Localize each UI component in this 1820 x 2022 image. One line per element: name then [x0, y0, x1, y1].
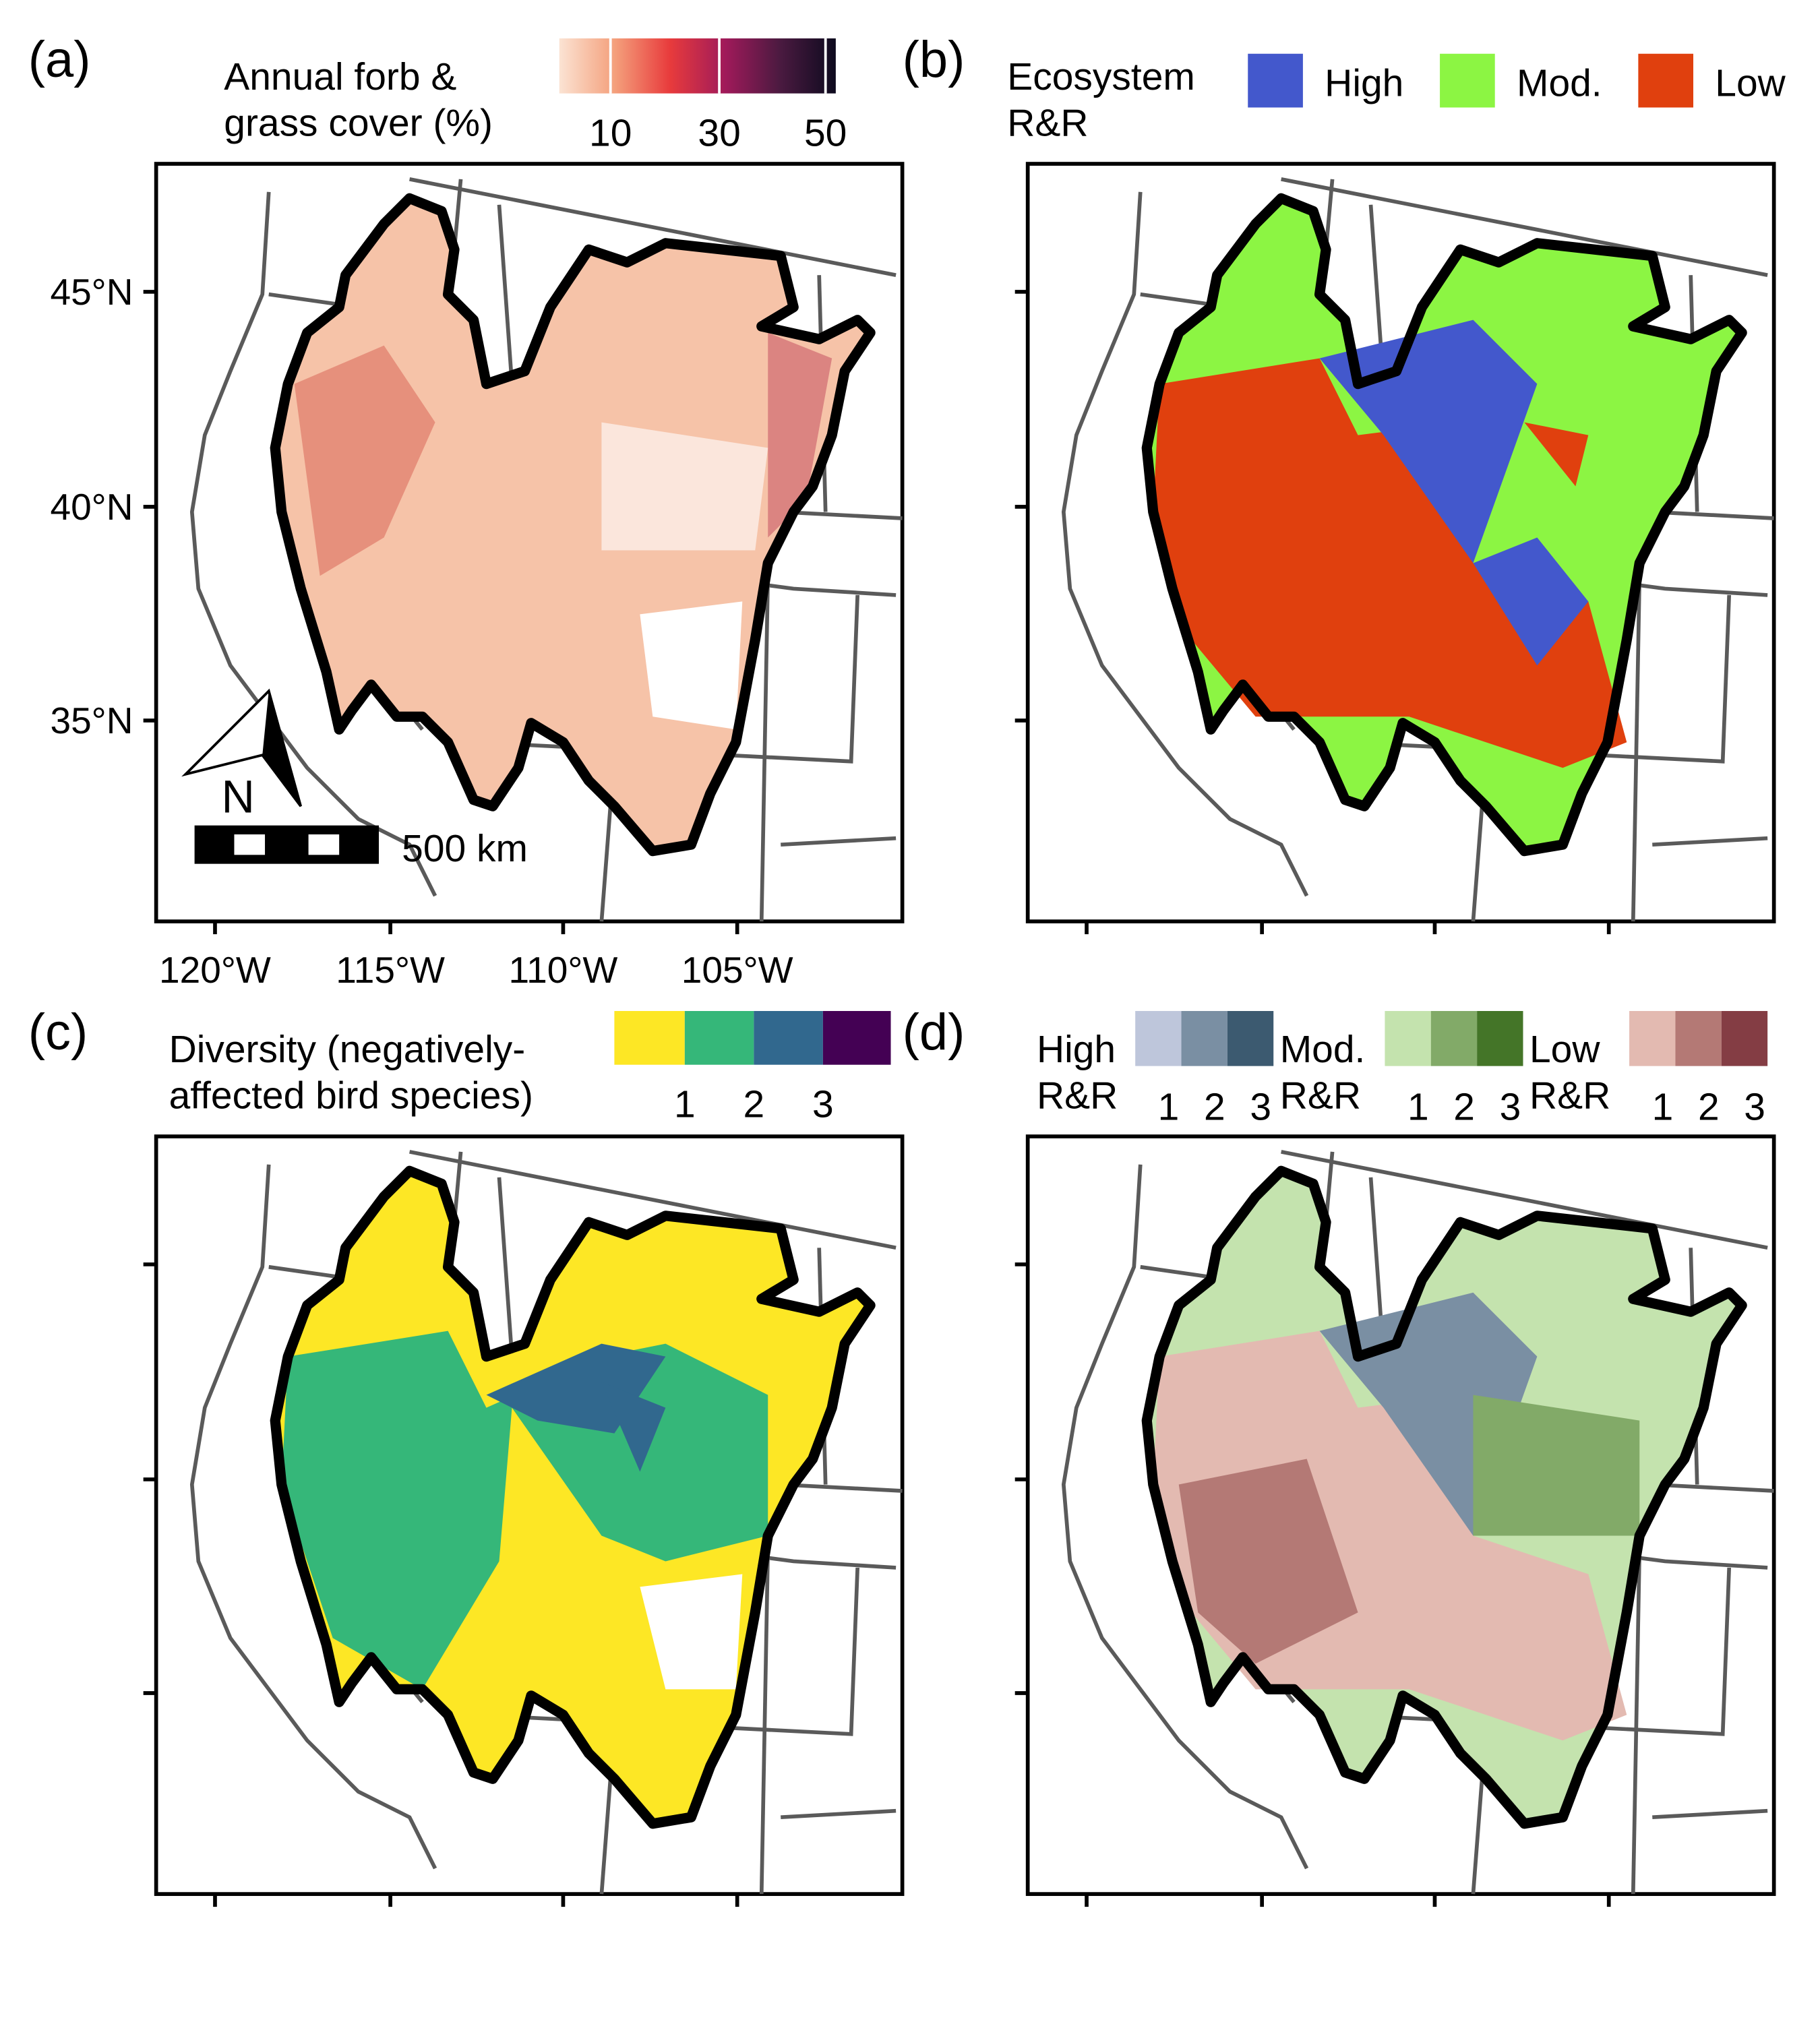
- x-tick-label: 110°W: [509, 949, 618, 991]
- panel-a: (a) Annual forb & grass cover (%) 10 30 …: [28, 31, 905, 991]
- legend-tick: 3: [1500, 1085, 1521, 1128]
- legend-label: R&R: [1037, 1074, 1118, 1117]
- legend-label: Mod.: [1517, 61, 1602, 104]
- legend-group-mod: Mod. R&R 1 2 3: [1280, 1011, 1523, 1128]
- x-tick-label: 115°W: [336, 949, 445, 991]
- legend-label: Low: [1715, 61, 1786, 104]
- y-tick-label: 45°N: [50, 271, 133, 313]
- legend-title: grass cover (%): [224, 101, 493, 144]
- legend-tick: 3: [1250, 1085, 1271, 1128]
- legend-label: R&R: [1280, 1074, 1361, 1117]
- panel-d: (d) High R&R 1 2 3 Mod. R&R 1 2 3 Low R&…: [903, 1004, 1776, 1907]
- north-arrow: N: [181, 688, 303, 823]
- legend-tick: 1: [674, 1083, 696, 1126]
- legend-group-low: Low R&R 1 2 3: [1529, 1011, 1768, 1128]
- legend-tick: 2: [1453, 1085, 1475, 1128]
- panel-tag: (c): [28, 1004, 88, 1061]
- legend-tick: 30: [698, 111, 740, 154]
- legend-swatch: [754, 1011, 823, 1065]
- legend-title: Diversity (negatively-: [169, 1028, 526, 1071]
- legend-label: Low: [1529, 1028, 1600, 1071]
- legend-tick: 10: [589, 111, 632, 154]
- panel-tag: (a): [28, 31, 91, 88]
- legend-swatch-high: [1248, 53, 1303, 108]
- legend-title: affected bird species): [169, 1074, 533, 1117]
- y-tick-label: 35°N: [50, 700, 133, 741]
- legend-label: High: [1325, 61, 1403, 104]
- legend-title: Ecosystem: [1007, 55, 1195, 98]
- legend-tick: 2: [1204, 1085, 1225, 1128]
- north-label: N: [221, 772, 254, 823]
- legend-group-high: High R&R 1 2 3: [1037, 1011, 1274, 1128]
- legend-tick: 2: [744, 1083, 765, 1126]
- legend-title: Annual forb &: [224, 55, 456, 98]
- legend-tick: 3: [812, 1083, 834, 1126]
- scale-bar-label: 500 km: [402, 827, 528, 870]
- legend-tick: 1: [1158, 1085, 1180, 1128]
- legend-swatch: [822, 1011, 891, 1065]
- legend-swatch-low: [1638, 53, 1694, 108]
- legend-swatch: [614, 1011, 685, 1065]
- x-tick-label: 120°W: [159, 949, 271, 991]
- y-tick-label: 40°N: [50, 486, 133, 528]
- colorbar: [559, 38, 836, 94]
- legend-tick: 1: [1652, 1085, 1674, 1128]
- legend-tick: 1: [1407, 1085, 1429, 1128]
- legend-label: R&R: [1529, 1074, 1610, 1117]
- x-tick-label: 105°W: [681, 949, 793, 991]
- legend-label: High: [1037, 1028, 1116, 1071]
- legend-tick: 3: [1744, 1085, 1765, 1128]
- map-content: [192, 179, 903, 921]
- panel-b: (b) Ecosystem R&R High Mod. Low: [903, 31, 1786, 935]
- legend-swatch-mod: [1440, 53, 1495, 108]
- legend-tick: 50: [804, 111, 847, 154]
- legend-label: Mod.: [1280, 1028, 1366, 1071]
- legend-tick: 2: [1698, 1085, 1720, 1128]
- legend-swatch: [684, 1011, 754, 1065]
- panel-c: (c) Diversity (negatively- affected bird…: [28, 1004, 905, 1907]
- panel-tag: (d): [903, 1004, 965, 1061]
- panel-tag: (b): [903, 31, 965, 88]
- legend-title: R&R: [1007, 101, 1088, 144]
- scale-bar: 500 km: [194, 825, 528, 870]
